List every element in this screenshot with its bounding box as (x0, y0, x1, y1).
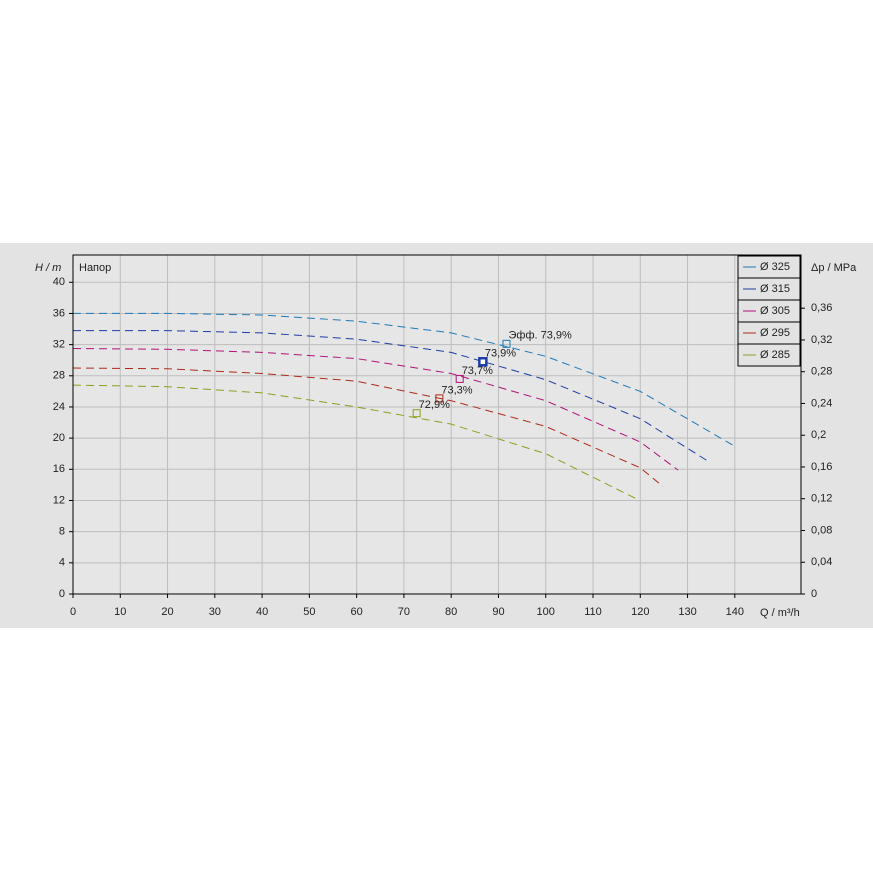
y2-tick-label: 0,04 (811, 556, 832, 568)
y-tick-label: 40 (53, 276, 65, 288)
y-tick-label: 12 (53, 494, 65, 506)
x-tick-label: 130 (678, 606, 696, 618)
x-tick-label: 90 (492, 606, 504, 618)
duty-point (435, 394, 444, 403)
efficiency-label: Эфф. 73,9% (508, 330, 572, 342)
pump-curve (72, 367, 664, 487)
y-tick-label: 8 (59, 526, 65, 538)
y2-tick-label: 0,16 (811, 461, 832, 473)
pump-curve (73, 330, 711, 463)
x-tick-label: 0 (70, 606, 76, 618)
y-axis-title: Напор (79, 262, 111, 274)
legend-label: Ø 315 (760, 283, 790, 295)
duty-point (412, 409, 421, 418)
y-axis-label: H / m (35, 262, 61, 274)
y-tick-label: 20 (53, 432, 65, 444)
y2-tick-label: 0,08 (811, 524, 832, 536)
y2-tick-label: 0 (811, 588, 817, 600)
x-axis-label: Q / m³/h (760, 607, 800, 619)
y2-tick-label: 0,12 (811, 493, 832, 505)
x-tick-label: 20 (161, 606, 173, 618)
duty-point (502, 339, 511, 348)
pump-curve (72, 384, 641, 501)
y2-axis-label: Δp / MPa (811, 262, 857, 274)
x-tick-label: 80 (445, 606, 457, 618)
y2-tick-label: 0,28 (811, 366, 832, 378)
duty-point (478, 357, 488, 367)
efficiency-label: 73,9% (485, 348, 516, 360)
y-tick-label: 32 (53, 339, 65, 351)
x-tick-label: 120 (631, 606, 649, 618)
x-tick-label: 110 (584, 606, 602, 618)
pump-curve (73, 312, 734, 446)
y-tick-label: 4 (59, 557, 65, 569)
legend-label: Ø 285 (760, 349, 790, 361)
x-tick-label: 100 (537, 606, 555, 618)
y2-tick-label: 0,36 (811, 302, 832, 314)
efficiency-label: 73,7% (462, 365, 493, 377)
y-tick-label: 28 (53, 370, 65, 382)
x-tick-label: 40 (256, 606, 268, 618)
x-tick-label: 10 (114, 606, 126, 618)
y-tick-label: 16 (53, 463, 65, 475)
x-tick-label: 60 (351, 606, 363, 618)
y-tick-label: 24 (53, 401, 65, 413)
efficiency-label: 72,9% (419, 399, 450, 411)
plot-area (73, 255, 801, 594)
y-tick-label: 0 (59, 588, 65, 600)
x-tick-label: 30 (209, 606, 221, 618)
y2-tick-label: 0,2 (811, 429, 826, 441)
x-tick-label: 140 (726, 606, 744, 618)
pump-curve (72, 348, 679, 471)
plot-border (72, 254, 802, 595)
legend-label: Ø 295 (760, 327, 790, 339)
legend-label: Ø 305 (760, 305, 790, 317)
x-tick-label: 50 (303, 606, 315, 618)
y-tick-label: 36 (53, 307, 65, 319)
legend-row (737, 343, 801, 367)
legend-label: Ø 325 (760, 261, 790, 273)
y2-tick-label: 0,24 (811, 397, 832, 409)
y2-tick-label: 0,32 (811, 334, 832, 346)
efficiency-label: 73,3% (441, 384, 472, 396)
x-tick-label: 70 (398, 606, 410, 618)
duty-point (455, 374, 464, 383)
